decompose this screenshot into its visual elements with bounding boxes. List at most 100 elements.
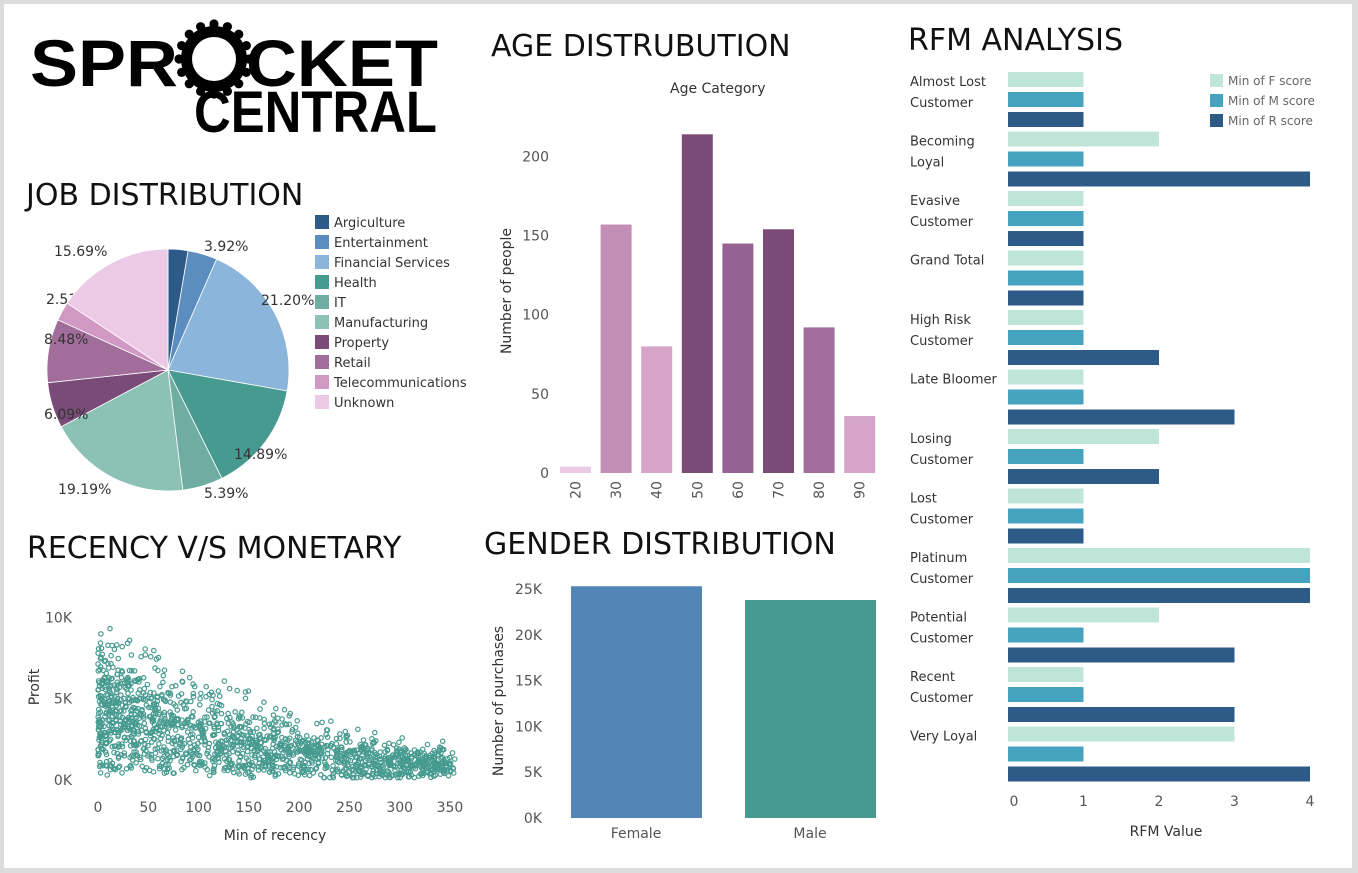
scatter-point — [350, 766, 357, 773]
scatter-point — [149, 739, 155, 745]
x-tick-label: 90 — [853, 481, 869, 499]
x-tick-label: 20 — [569, 481, 585, 499]
scatter-point — [157, 683, 163, 690]
scatter-point — [209, 703, 215, 710]
scatter-point — [122, 721, 128, 728]
scatter-point — [441, 768, 447, 775]
scatter-point — [229, 732, 236, 739]
scatter-point — [239, 739, 245, 746]
dashboard-canvas: SPR CKET CENTRAL JOB DISTRIBUTION 3.92% 21.20… — [4, 4, 1352, 868]
scatter-point — [202, 741, 208, 748]
scatter-point — [149, 694, 155, 701]
age-category-label: Age Category — [670, 81, 765, 97]
scatter-point — [170, 753, 177, 760]
scatter-point — [327, 742, 334, 749]
gear-tooth — [174, 54, 184, 64]
rfm-bar-min-of-m-score — [1008, 211, 1084, 226]
gear-hole — [192, 37, 236, 81]
x-tick-label: 200 — [286, 800, 313, 816]
scatter-point — [106, 738, 113, 744]
scatter-point — [96, 679, 103, 686]
scatter-point — [183, 699, 190, 705]
scatter-point — [405, 774, 412, 780]
scatter-point — [435, 753, 442, 759]
rfm-category-label: Customer — [910, 334, 974, 349]
rfm-bar-min-of-f-score — [1008, 548, 1310, 563]
scatter-point — [399, 735, 406, 741]
gear-tooth — [196, 22, 206, 32]
scatter-point — [97, 770, 104, 776]
scatter-point — [205, 707, 212, 713]
scatter-point — [179, 766, 185, 773]
x-tick-label: 40 — [650, 481, 666, 499]
scatter-point — [290, 750, 296, 756]
scatter-point — [149, 716, 156, 723]
scatter-point — [309, 760, 315, 766]
scatter-point — [376, 770, 383, 777]
scatter-point — [330, 762, 336, 769]
scatter-point — [112, 693, 118, 700]
rfm-bar-min-of-m-score — [1008, 330, 1084, 345]
logo-text-spr: SPR — [30, 26, 178, 100]
scatter-point — [229, 744, 236, 750]
scatter-point — [167, 690, 174, 697]
scatter-point — [305, 766, 312, 773]
scatter-point — [355, 726, 361, 733]
gender-bar-male — [745, 599, 876, 818]
scatter-point — [239, 709, 245, 716]
scatter-point — [201, 734, 207, 741]
scatter-point — [382, 774, 389, 781]
scatter-point — [357, 774, 364, 780]
scatter-point — [160, 672, 167, 679]
rfm-bar-min-of-m-score — [1008, 449, 1084, 464]
scatter-point — [175, 721, 181, 728]
scatter-point — [108, 660, 114, 667]
scatter-point — [402, 752, 409, 759]
scatter-point — [221, 765, 228, 771]
scatter-point — [330, 770, 337, 777]
scatter-point — [172, 742, 179, 748]
scatter-point — [272, 771, 279, 778]
scatter-point — [179, 679, 186, 685]
scatter-point — [184, 716, 191, 723]
scatter-point — [314, 720, 320, 727]
age-bar-40 — [641, 346, 673, 473]
y-tick-label: 0K — [524, 811, 543, 827]
scatter-point — [250, 714, 256, 720]
scatter-point — [184, 729, 191, 735]
x-tick-label: 0 — [1010, 794, 1019, 810]
age-bar-50 — [681, 134, 713, 474]
x-tick-label: 60 — [731, 481, 747, 499]
scatter-point — [119, 770, 125, 776]
scatter-point — [114, 679, 121, 686]
scatter-point — [190, 714, 196, 720]
scatter-point — [264, 757, 271, 764]
rfm-analysis-title: RFM ANALYSIS — [908, 23, 1123, 58]
scatter-point — [191, 761, 197, 768]
scatter-point — [97, 724, 104, 730]
scatter-point — [257, 706, 263, 712]
y-tick-label: 100 — [522, 308, 549, 324]
scatter-point — [311, 749, 318, 755]
scatter-point — [100, 746, 107, 753]
y-tick-label: 20K — [515, 628, 543, 644]
legend-label: IT — [334, 296, 346, 311]
scatter-point — [126, 667, 133, 674]
scatter-point — [356, 750, 363, 756]
scatter-point — [243, 721, 249, 727]
legend-label: Unknown — [334, 396, 394, 411]
scatter-point — [164, 751, 171, 758]
rfm-category-label: Becoming — [910, 135, 975, 150]
scatter-point — [393, 754, 399, 760]
scatter-point — [174, 748, 180, 754]
scatter-point — [111, 749, 117, 756]
scatter-point — [218, 710, 225, 717]
scatter-point — [196, 752, 203, 759]
scatter-point — [334, 766, 341, 773]
rfm-bar-min-of-m-score — [1008, 687, 1084, 702]
scatter-point — [113, 685, 119, 692]
scatter-point — [121, 708, 127, 714]
scatter-point — [276, 744, 282, 751]
pie-slice-manufacturing — [60, 369, 184, 492]
pie-data-label: 21.20% — [261, 293, 314, 309]
